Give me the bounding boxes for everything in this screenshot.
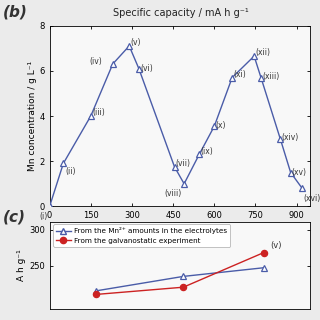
Y-axis label: Mn concentration / g L⁻¹: Mn concentration / g L⁻¹ xyxy=(28,61,36,171)
Text: (c): (c) xyxy=(3,210,26,225)
Text: (vii): (vii) xyxy=(176,159,191,168)
From the Mn²⁺ amounts in the electrolytes xyxy=(262,266,266,270)
Text: (xiv): (xiv) xyxy=(282,133,299,142)
Text: (v): (v) xyxy=(130,38,141,47)
From the galvanostatic experiment xyxy=(262,251,266,254)
Text: (iv): (iv) xyxy=(90,57,102,66)
Text: (ix): (ix) xyxy=(200,147,213,156)
Legend: From the Mn²⁺ amounts in the electrolytes, From the galvanostatic experiment: From the Mn²⁺ amounts in the electrolyte… xyxy=(53,224,230,247)
From the galvanostatic experiment xyxy=(94,292,98,296)
Y-axis label: A h g⁻¹: A h g⁻¹ xyxy=(17,250,26,282)
Text: Specific capacity / mA h g⁻¹: Specific capacity / mA h g⁻¹ xyxy=(113,8,249,18)
Text: (x): (x) xyxy=(215,121,226,130)
Text: (viii): (viii) xyxy=(165,189,182,198)
Text: (i): (i) xyxy=(39,212,47,221)
Text: (iii): (iii) xyxy=(92,108,105,117)
From the Mn²⁺ amounts in the electrolytes xyxy=(181,275,185,278)
Text: (xii): (xii) xyxy=(255,48,270,57)
Text: (xvi): (xvi) xyxy=(303,194,320,203)
Text: (b): (b) xyxy=(3,5,28,20)
Text: (xiii): (xiii) xyxy=(263,72,280,81)
From the galvanostatic experiment xyxy=(181,285,185,289)
Line: From the galvanostatic experiment: From the galvanostatic experiment xyxy=(93,250,267,298)
Text: (v): (v) xyxy=(270,242,282,251)
Line: From the Mn²⁺ amounts in the electrolytes: From the Mn²⁺ amounts in the electrolyte… xyxy=(93,265,267,294)
Text: (vi): (vi) xyxy=(140,64,153,73)
From the Mn²⁺ amounts in the electrolytes xyxy=(94,289,98,293)
Text: (ii): (ii) xyxy=(65,167,76,176)
X-axis label: Specific capacity / mA h g⁻¹: Specific capacity / mA h g⁻¹ xyxy=(117,223,243,232)
Text: (xv): (xv) xyxy=(292,168,307,177)
Text: (xi): (xi) xyxy=(233,70,246,79)
